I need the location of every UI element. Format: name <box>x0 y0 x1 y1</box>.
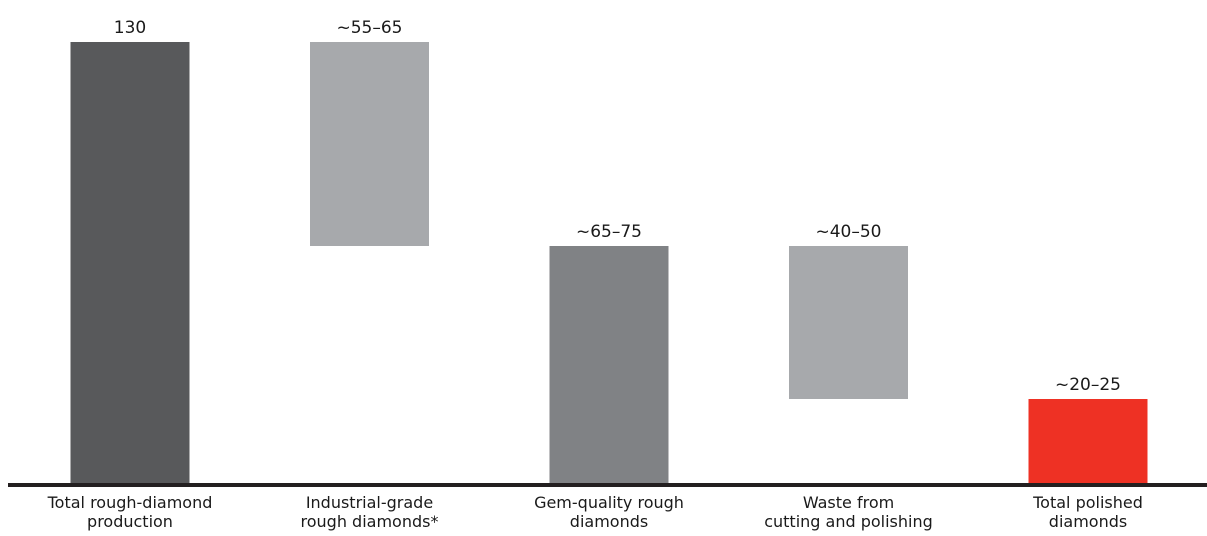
category-label-1: Total rough-diamond production <box>47 493 213 531</box>
category-label-line: rough diamonds* <box>301 512 439 531</box>
bar-value-label-3: ~65–75 <box>576 222 642 242</box>
bar-1 <box>70 42 190 484</box>
category-label-line: Total polished <box>1032 493 1143 512</box>
category-label-line: Total rough-diamond <box>47 493 213 512</box>
category-label-4: Waste from cutting and polishing <box>764 493 933 531</box>
bar-5 <box>1028 399 1148 484</box>
bars-layer <box>70 42 1148 484</box>
category-label-5: Total polished diamonds <box>1032 493 1143 531</box>
bar-value-label-2: ~55–65 <box>336 18 402 38</box>
category-label-line: production <box>87 512 173 531</box>
category-label-2: Industrial-grade rough diamonds* <box>301 493 439 531</box>
bar-value-label-1: 130 <box>114 18 146 38</box>
category-label-line: Waste from <box>803 493 894 512</box>
bar-4 <box>789 246 908 399</box>
category-label-line: diamonds <box>1049 512 1127 531</box>
labels-layer: Total rough-diamond production Industrial-… <box>47 493 1143 531</box>
bar-value-label-5: ~20–25 <box>1055 375 1121 395</box>
category-label-line: Gem-quality rough <box>534 493 684 512</box>
category-label-line: diamonds <box>570 512 648 531</box>
category-label-3: Gem-quality rough diamonds <box>534 493 684 531</box>
bar-value-label-4: ~40–50 <box>815 222 881 242</box>
category-label-line: Industrial-grade <box>306 493 433 512</box>
category-label-line: cutting and polishing <box>764 512 933 531</box>
bar-2 <box>310 42 429 246</box>
bar-3 <box>549 246 669 484</box>
values-layer: 130 ~55–65 ~65–75 ~40–50 ~20–25 <box>114 18 1121 395</box>
